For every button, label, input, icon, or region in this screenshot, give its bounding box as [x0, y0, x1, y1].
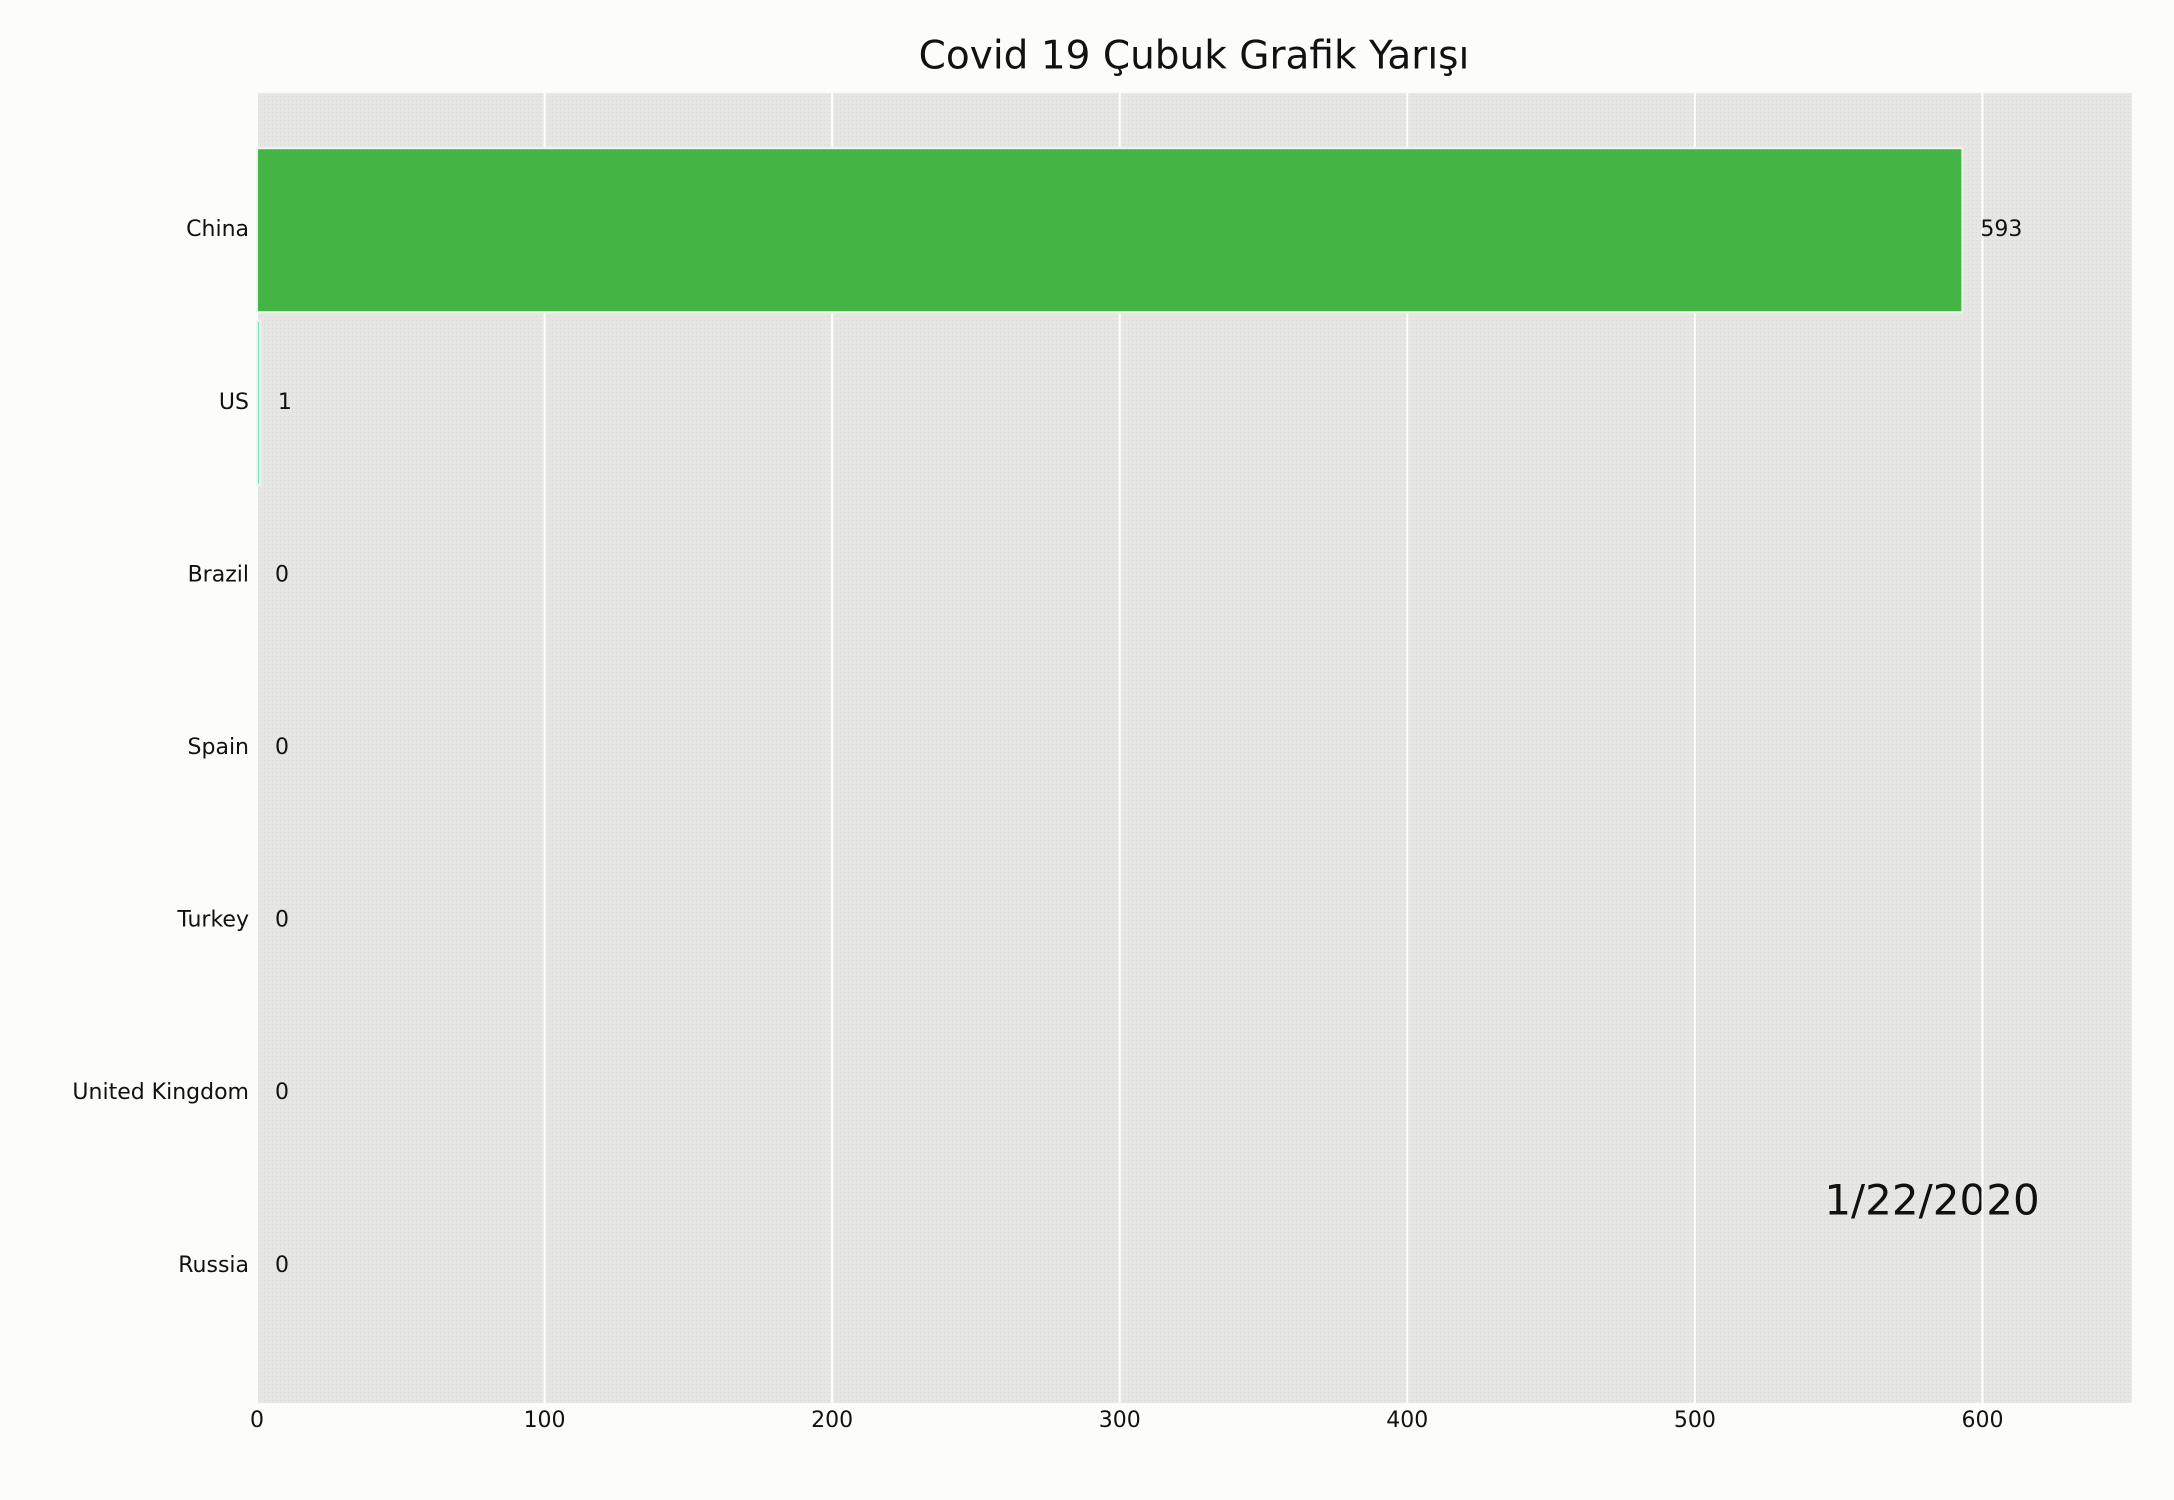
value-label: 0 [275, 1080, 289, 1105]
x-tick-label: 500 [1674, 1408, 1716, 1433]
chart-title: Covid 19 Çubuk Grafik Yarışı [919, 34, 1470, 79]
x-tick-label: 600 [1961, 1408, 2003, 1433]
y-tick-label: Spain [188, 735, 249, 760]
y-tick-label: Turkey [176, 908, 249, 933]
value-label: 0 [275, 562, 289, 587]
y-tick-label: Brazil [188, 562, 249, 587]
y-tick-label: United Kingdom [72, 1080, 249, 1105]
date-annotation: 1/22/2020 [1824, 1176, 2039, 1225]
y-tick-label: US [219, 390, 249, 415]
value-label: 1 [278, 390, 292, 415]
x-tick-label: 0 [250, 1408, 264, 1433]
value-label: 0 [275, 908, 289, 933]
x-tick-label: 300 [1099, 1408, 1141, 1433]
value-label: 593 [1980, 217, 2022, 242]
x-tick-label: 100 [524, 1408, 566, 1433]
bar [256, 319, 261, 486]
value-label: 0 [275, 735, 289, 760]
value-label: 0 [275, 1253, 289, 1278]
x-tick-label: 200 [811, 1408, 853, 1433]
y-tick-label: Russia [178, 1253, 249, 1278]
y-tick-label: China [186, 217, 249, 242]
x-tick-label: 400 [1386, 1408, 1428, 1433]
bar [256, 147, 1964, 314]
